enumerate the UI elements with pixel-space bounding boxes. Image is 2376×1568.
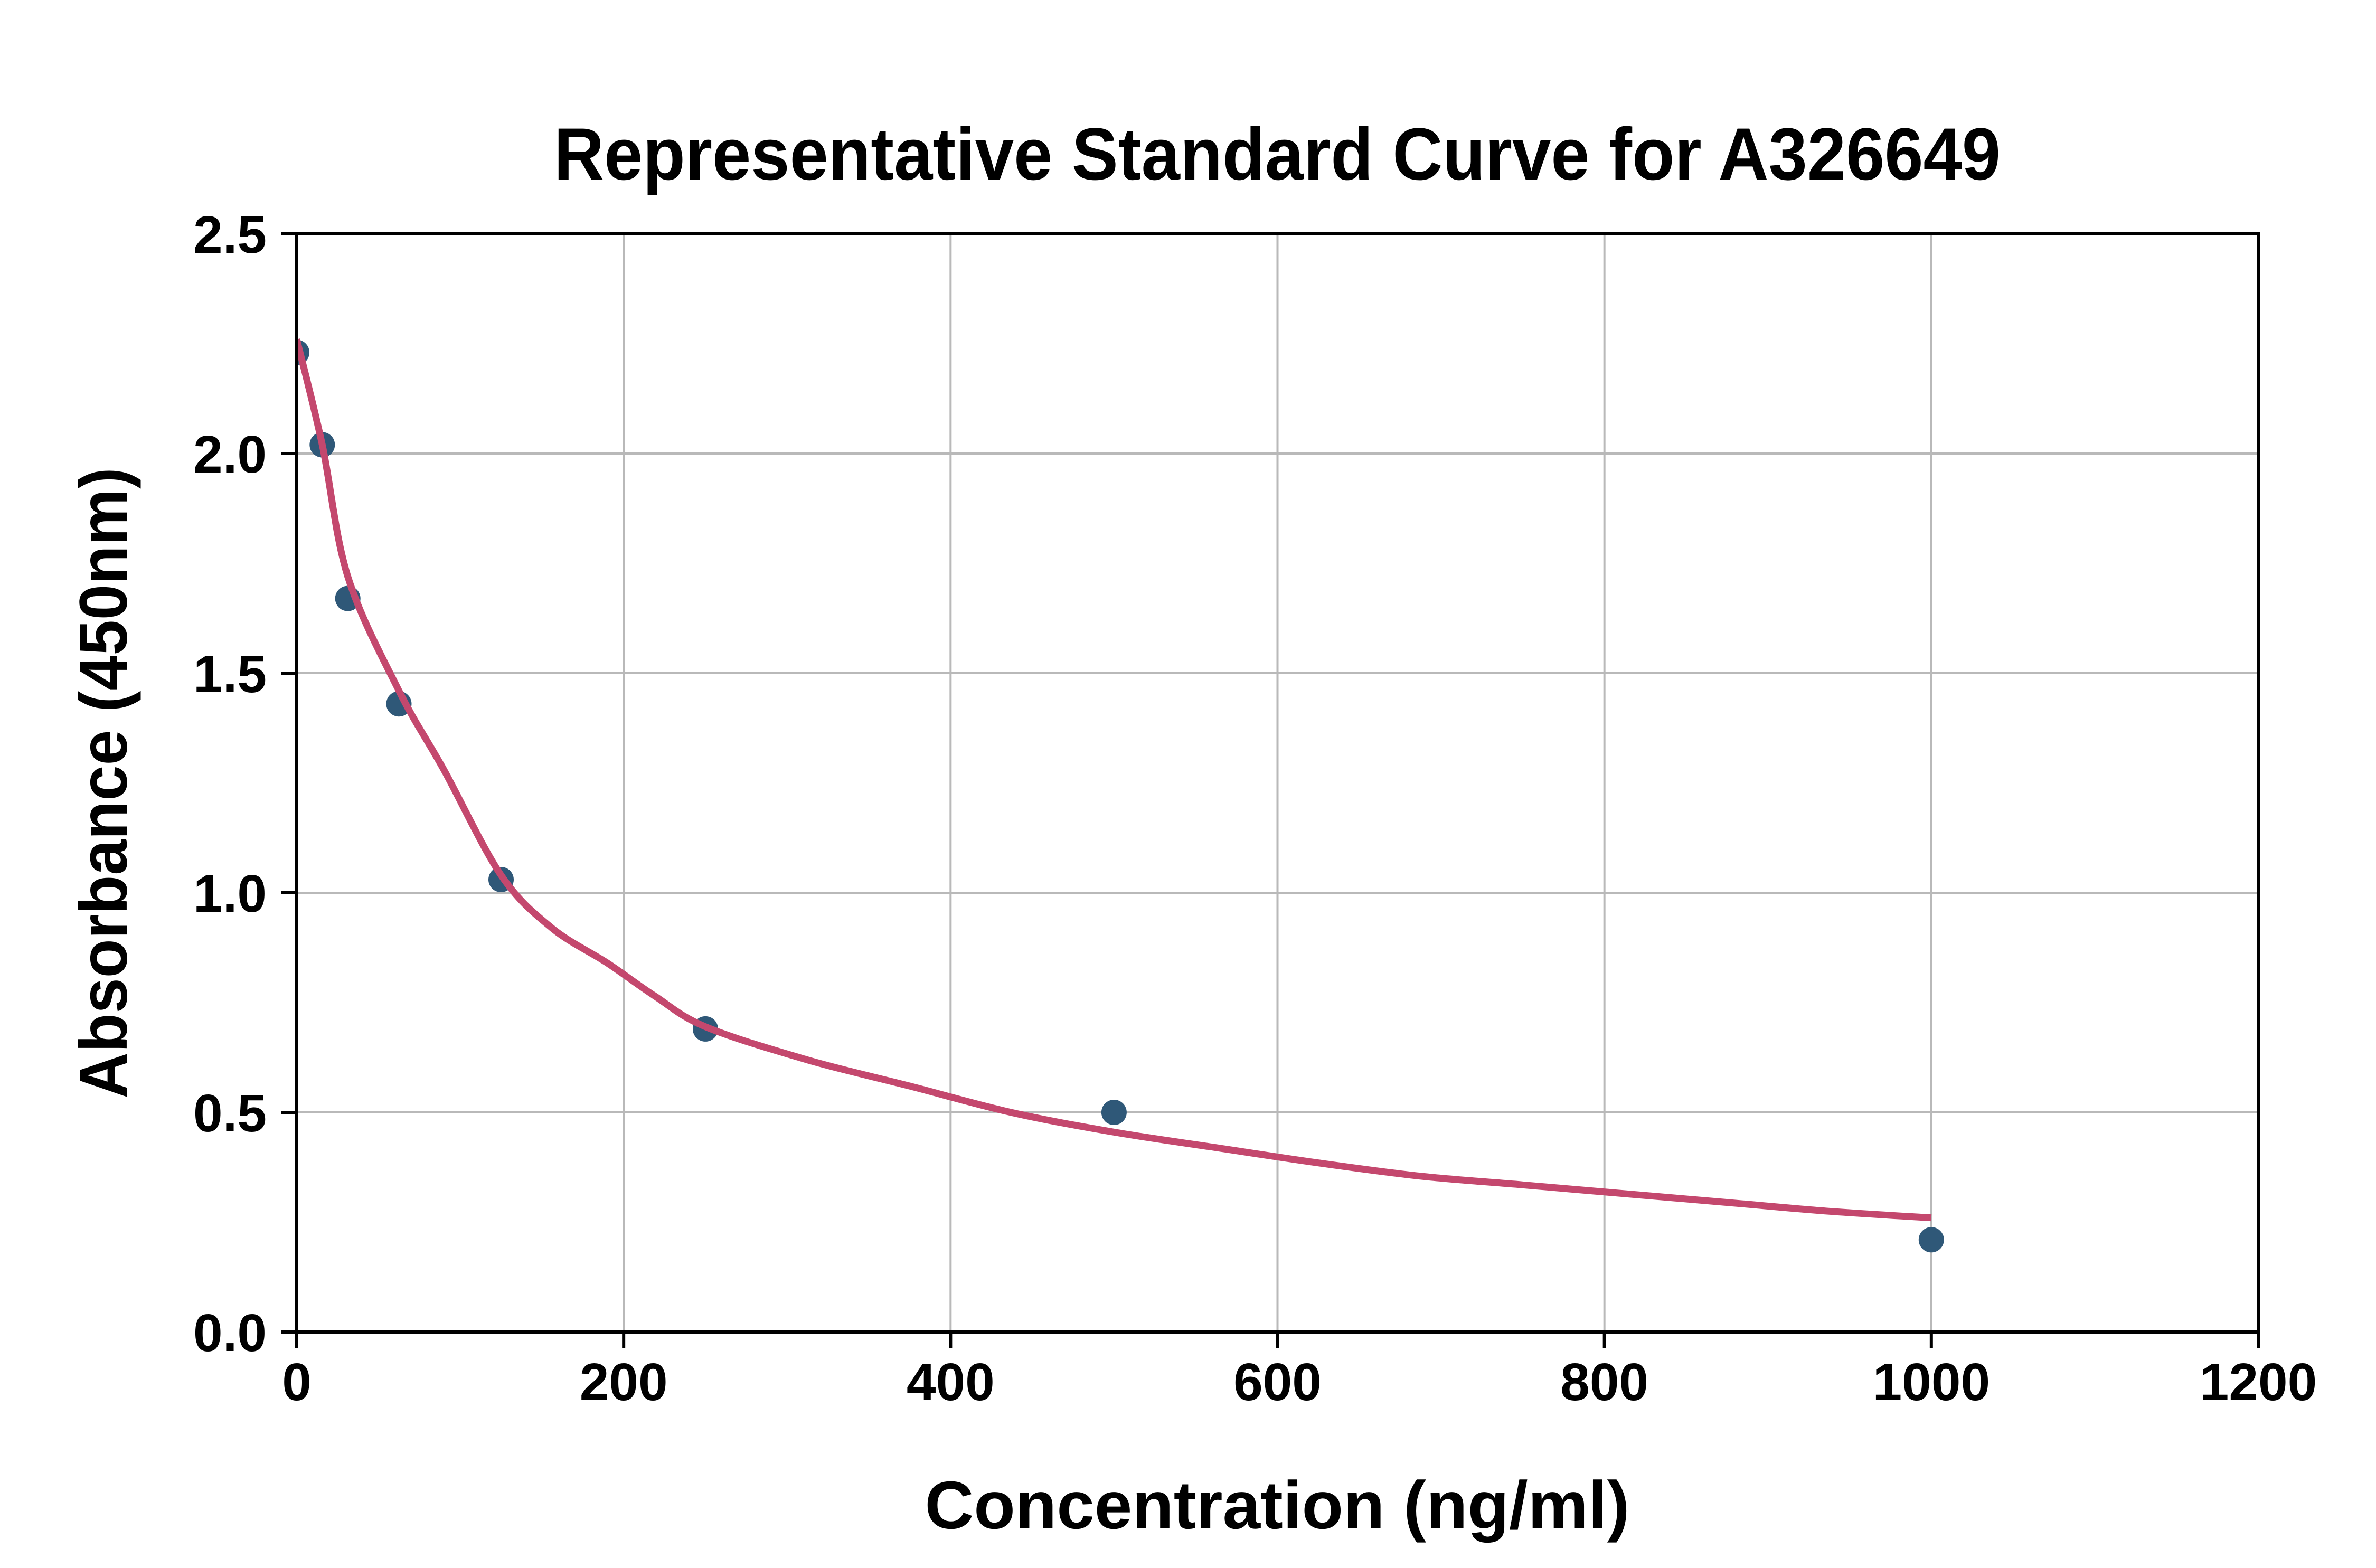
fit-curve-line <box>297 338 1932 1222</box>
y-tick-label: 1.5 <box>193 645 267 704</box>
y-tick-label: 0.0 <box>193 1303 267 1363</box>
y-tick-label: 2.0 <box>193 425 267 484</box>
chart-title: Representative Standard Curve for A32664… <box>554 112 2001 195</box>
x-tick-label: 0 <box>282 1353 312 1412</box>
data-points-layer <box>297 339 1944 1253</box>
y-tick-label: 0.5 <box>193 1084 267 1143</box>
y-tick-label: 1.0 <box>193 864 267 923</box>
y-tick-label: 2.5 <box>193 205 267 265</box>
y-axis-label: Absorbance (450nm) <box>66 468 142 1099</box>
tick-labels-layer: 0 200 400 600 800 1000 1200 0.0 0.5 1.0 1.5 2.0 2.5 <box>193 205 2317 1412</box>
x-tick-label: 600 <box>1233 1353 1322 1412</box>
x-tick-label: 400 <box>907 1353 995 1412</box>
x-tick-label: 800 <box>1560 1353 1648 1412</box>
axes-layer <box>281 232 2260 1348</box>
x-tick-label: 1000 <box>1873 1353 1990 1412</box>
gridlines <box>297 234 2258 1332</box>
x-axis-label: Concentration (ng/ml) <box>925 1468 1630 1543</box>
x-tick-label: 1200 <box>2200 1353 2317 1412</box>
x-tick-label: 200 <box>580 1353 668 1412</box>
data-point <box>1918 1227 1944 1253</box>
fit-curve-layer <box>297 338 1932 1222</box>
data-point <box>1101 1100 1127 1125</box>
